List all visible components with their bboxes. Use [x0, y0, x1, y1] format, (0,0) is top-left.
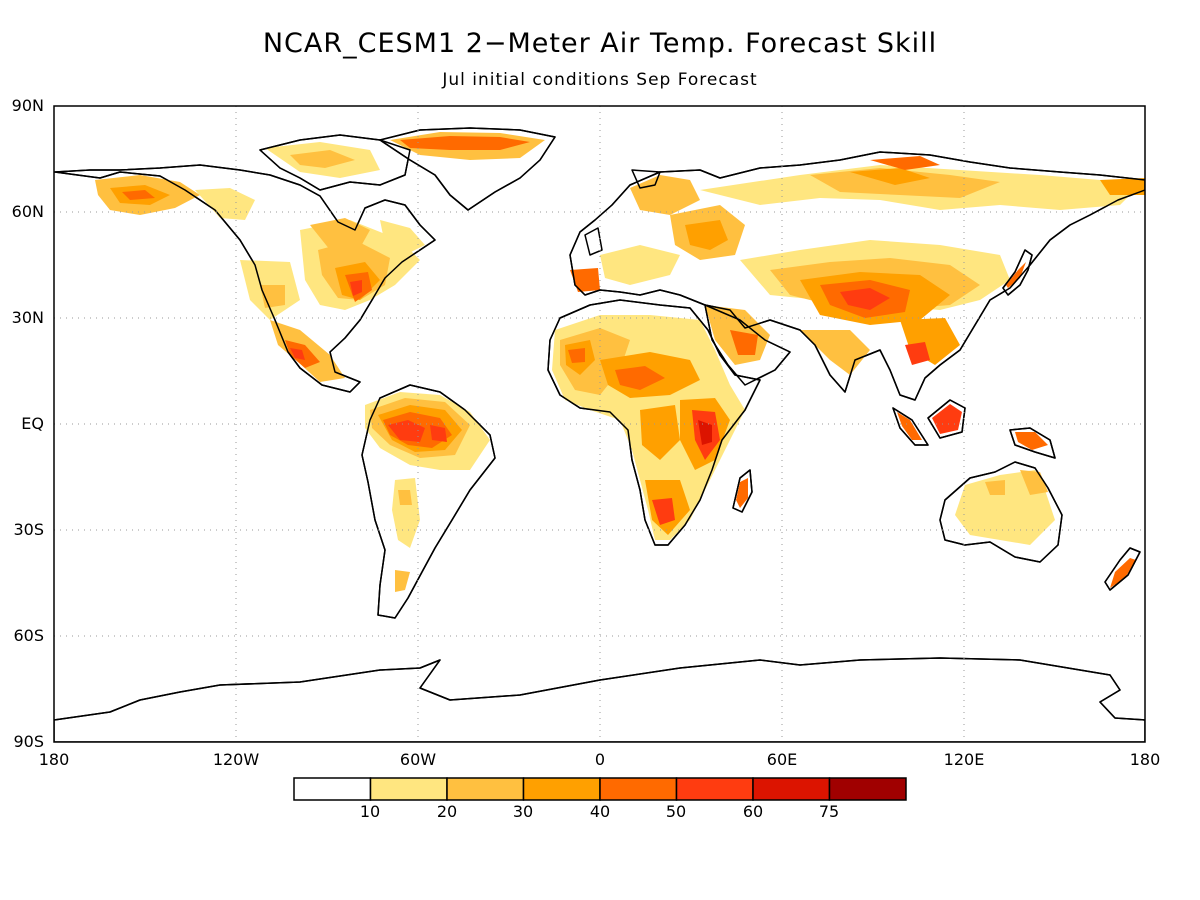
- skill-shading: [95, 132, 1145, 592]
- colorbar-label: 40: [589, 802, 611, 821]
- colorbar-swatch: [599, 777, 678, 801]
- lon-label: 180: [38, 750, 70, 769]
- lat-label: 90S: [13, 732, 44, 751]
- western-russia-skill-40: [685, 220, 728, 250]
- africa-sahel-skill-50: [615, 366, 665, 390]
- colorbar-swatch: [828, 777, 907, 801]
- new-guinea-skill-50: [1015, 432, 1048, 450]
- colorbar-label: 30: [512, 802, 534, 821]
- colorbar: [293, 777, 907, 801]
- scandinavia-skill-20: [630, 175, 700, 215]
- siberia-skill-40: [850, 168, 930, 185]
- colorbar-label: 50: [665, 802, 687, 821]
- iberia-skill-40: [570, 268, 600, 292]
- lon-label: 60E: [766, 750, 798, 769]
- coastlines: [54, 127, 1145, 721]
- colorbar-swatch: [752, 777, 831, 801]
- lat-label: 30N: [11, 308, 44, 327]
- lat-label: 60N: [11, 202, 44, 221]
- sa-skill-60: [388, 420, 425, 442]
- lat-label: EQ: [21, 414, 44, 433]
- siberia-skill-50: [870, 156, 940, 170]
- sa-skill-60b: [430, 425, 447, 442]
- patagonia-skill-20: [395, 570, 410, 592]
- lon-label: 120W: [212, 750, 260, 769]
- alaska-skill-50: [122, 190, 155, 200]
- colorbar-swatch: [675, 777, 754, 801]
- novaya-coast: [631, 169, 661, 189]
- colorbar-label: 20: [436, 802, 458, 821]
- colorbar-swatch: [293, 777, 372, 801]
- colorbar-label: 10: [359, 802, 381, 821]
- colorbar-label: 60: [742, 802, 764, 821]
- lat-label: 90N: [11, 96, 44, 115]
- europe-skill-20: [600, 245, 680, 285]
- far-east-skill-40: [1100, 178, 1145, 195]
- lat-label: 60S: [13, 626, 44, 645]
- arctic-skill-30: [290, 150, 355, 168]
- mexico-skill-60: [290, 348, 305, 360]
- tibet-skill-60: [840, 288, 890, 310]
- southern-africa-skill-60: [652, 498, 675, 525]
- east-africa-skill-75: [698, 420, 712, 445]
- australia-skill-30b: [985, 480, 1005, 495]
- madagascar-skill-50: [736, 478, 748, 508]
- sumatra-skill-50: [897, 412, 922, 440]
- labrador-skill-10: [380, 220, 425, 255]
- lon-label: 180: [1129, 750, 1161, 769]
- map-frame: [53, 105, 1146, 743]
- india-skill-30: [800, 330, 870, 375]
- lon-label: 0: [594, 750, 606, 769]
- china-skill-40: [900, 318, 960, 365]
- map-subtitle: Jul initial conditions Sep Forecast: [442, 70, 758, 90]
- british-isles-coast: [584, 227, 603, 256]
- colorbar-swatch: [522, 777, 601, 801]
- japan-skill-50: [1006, 262, 1026, 288]
- quebec-skill-20: [310, 218, 370, 250]
- china-skill-60: [905, 342, 930, 365]
- central-africa-skill-40: [640, 405, 680, 460]
- graticule: [54, 106, 1145, 742]
- colorbar-swatch: [369, 777, 448, 801]
- west-us-skill-30: [260, 285, 285, 308]
- arabia-skill-50: [730, 330, 758, 355]
- lon-label: 120E: [943, 750, 985, 769]
- new-zealand-skill-50: [1110, 558, 1136, 588]
- lat-label: 30S: [13, 520, 44, 539]
- greenland-skill-50: [400, 136, 530, 150]
- borneo-skill-60: [932, 404, 962, 434]
- africa-skill-50: [568, 348, 585, 363]
- sa-south-skill-30: [398, 490, 412, 505]
- colorbar-swatch: [446, 777, 525, 801]
- map-title: NCAR_CESM1 2−Meter Air Temp. Forecast Sk…: [262, 28, 938, 59]
- colorbar-label: 75: [818, 802, 840, 821]
- lon-label: 60W: [399, 750, 437, 769]
- east-us-skill-60: [350, 280, 362, 296]
